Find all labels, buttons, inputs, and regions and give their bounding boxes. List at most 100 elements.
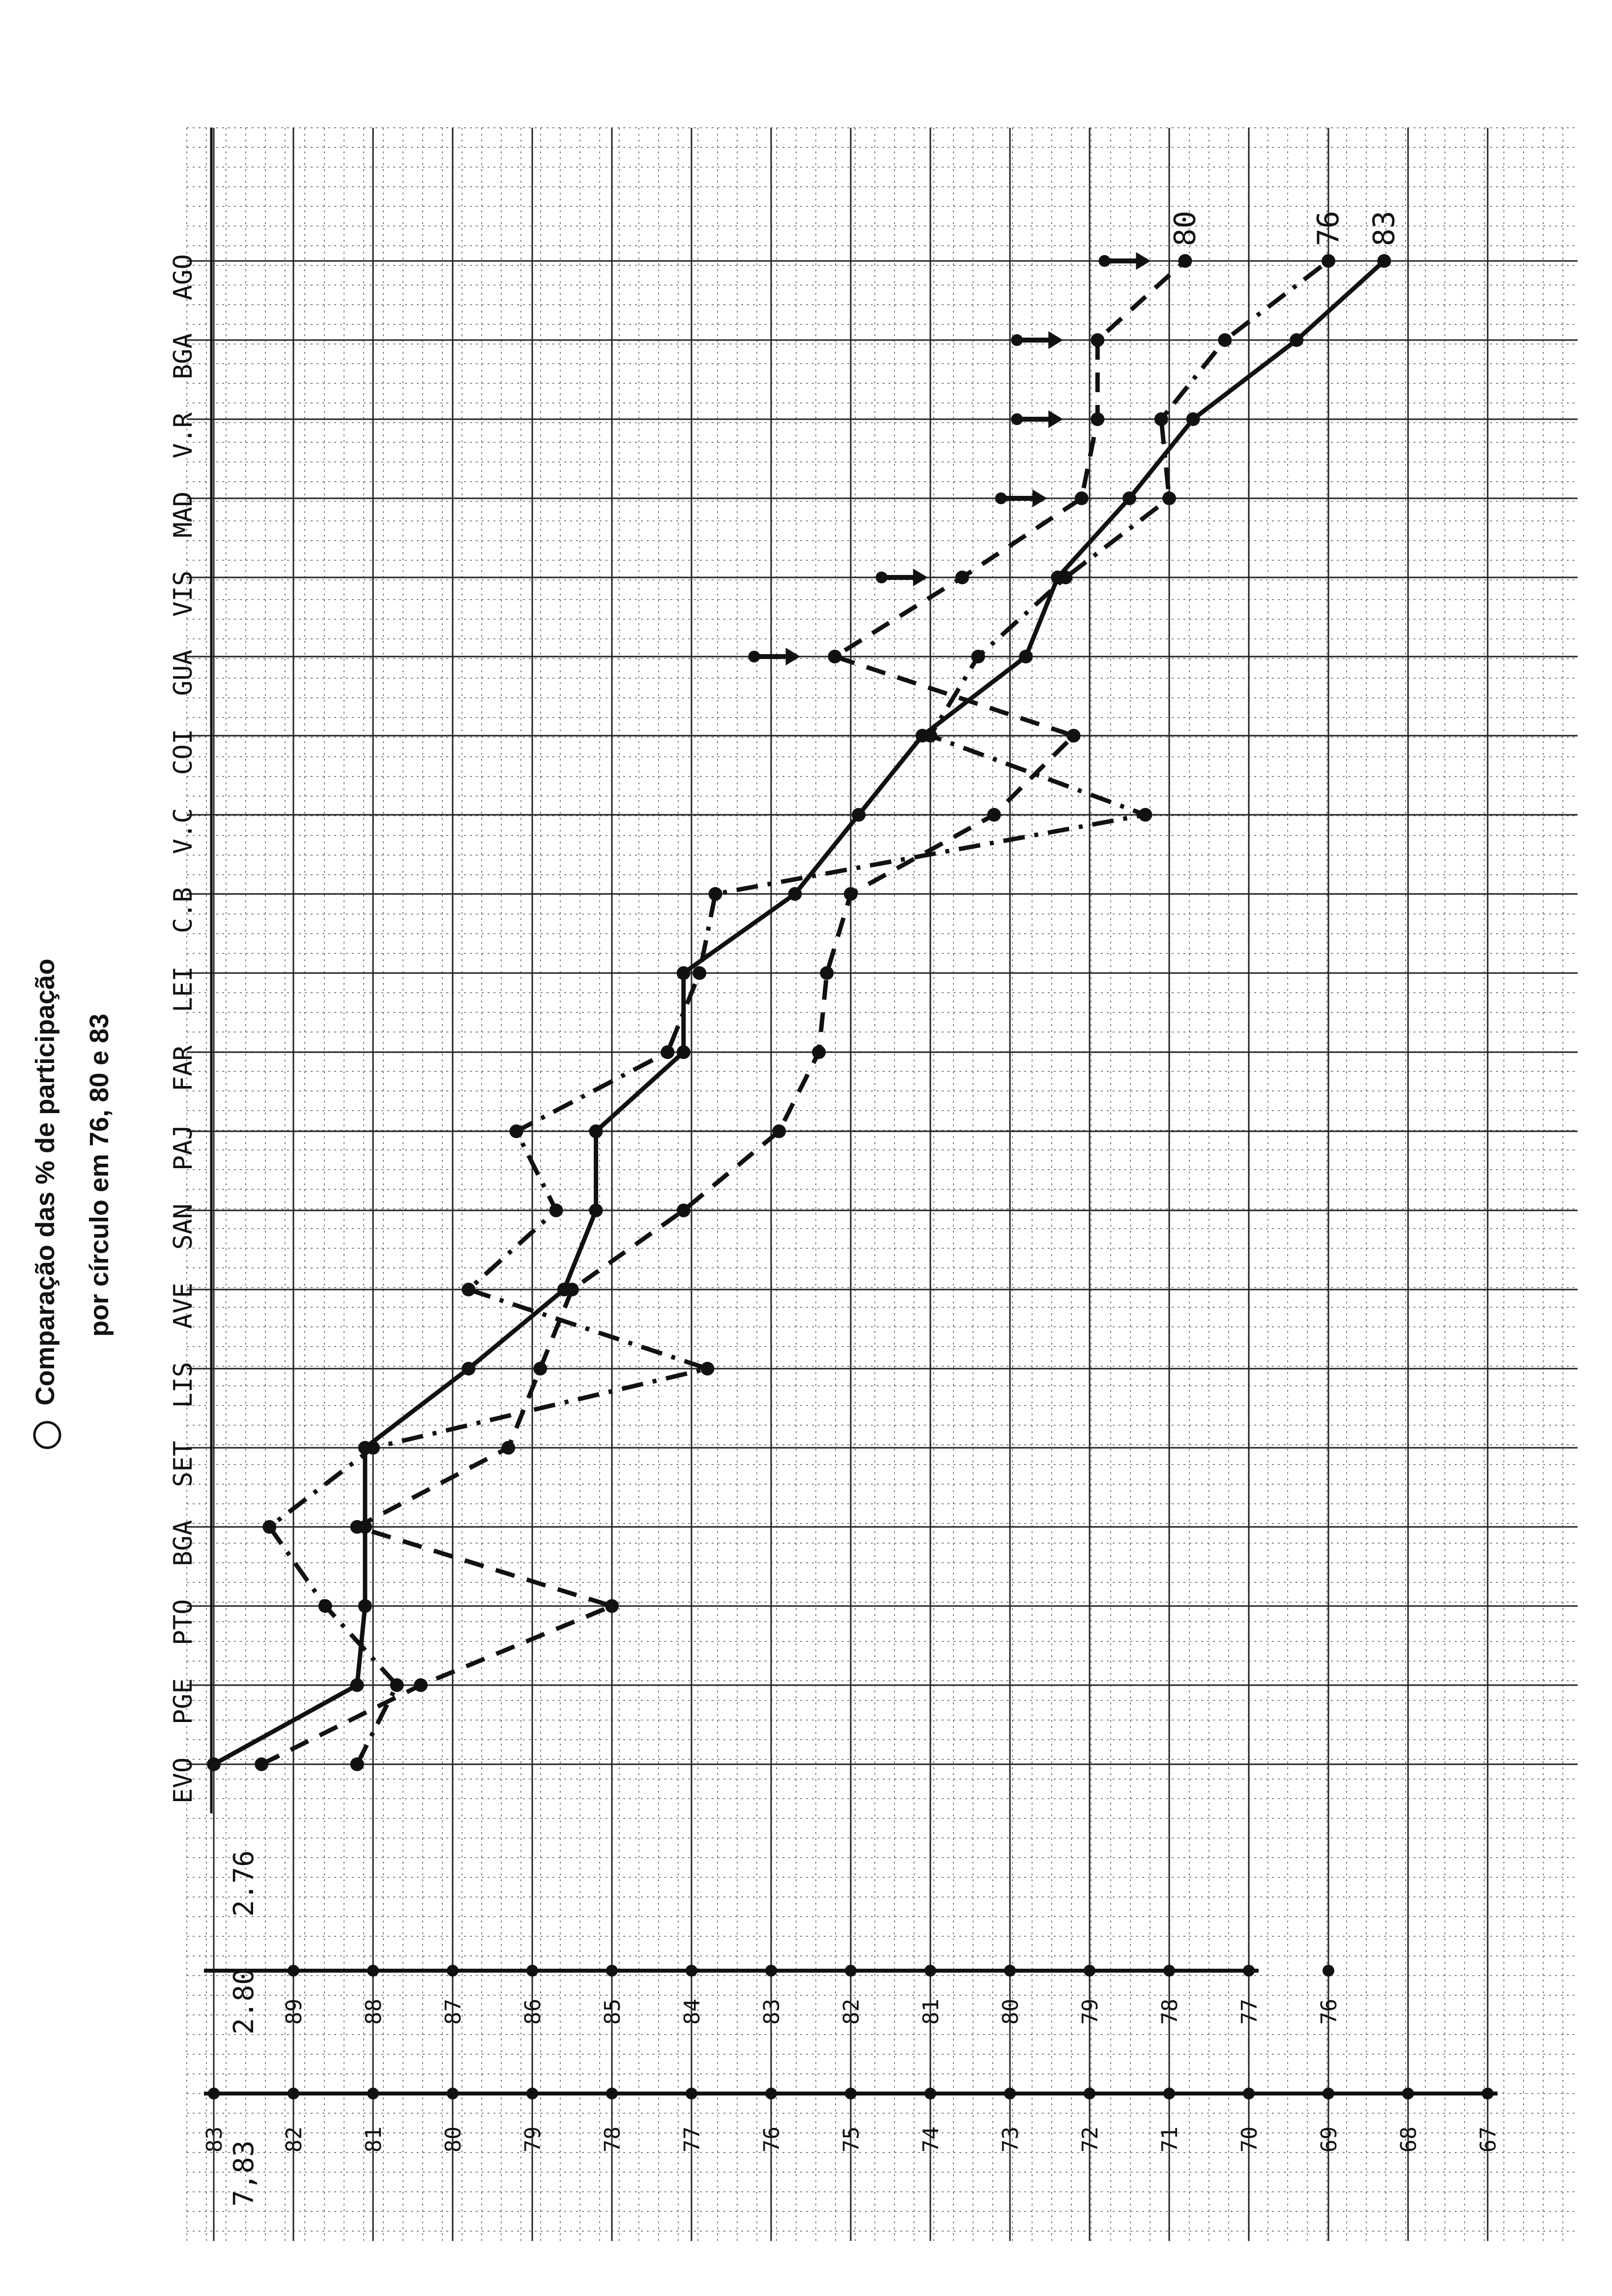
axis-tick-dot xyxy=(765,2088,777,2099)
series-point-80 xyxy=(987,808,1001,822)
axis-tick-label: 82 xyxy=(839,1999,864,2025)
series-point-76 xyxy=(708,887,722,901)
series-point-76 xyxy=(1162,491,1176,505)
series-point-76 xyxy=(1138,808,1152,822)
arrow-head-icon xyxy=(1032,489,1047,507)
series-point-80 xyxy=(255,1757,269,1771)
category-label: LIS xyxy=(169,1362,198,1408)
axis-tick-dot xyxy=(1323,1965,1334,1977)
axis-tick-dot xyxy=(1323,2088,1334,2099)
arrow-head-icon xyxy=(785,648,801,665)
series-point-80 xyxy=(828,650,842,663)
series-point-80 xyxy=(1178,254,1192,268)
category-label: AVE xyxy=(169,1283,198,1329)
axis-tick-dot xyxy=(606,1965,618,1977)
arrow-head-icon xyxy=(1136,252,1151,270)
axis-tick-label: 87 xyxy=(441,1999,466,2025)
axis-tick-label: 83 xyxy=(759,1999,784,2025)
category-labels: EVO PGE PTO BGA SET LIS AVE SAN PAJ FAR LEI C.B V.C C… xyxy=(169,128,213,1813)
axis-tick-label: 78 xyxy=(600,2126,625,2152)
series-point-80 xyxy=(772,1124,786,1138)
series-point-76 xyxy=(262,1520,277,1534)
series-point-80 xyxy=(1066,729,1081,743)
category-label: C.B xyxy=(169,887,198,933)
series-layer: 83 80 76 xyxy=(207,211,1401,1771)
axis-tick-dot xyxy=(1163,2088,1175,2099)
series-point-80 xyxy=(1074,491,1089,505)
axis-tick-dot xyxy=(288,1965,299,1977)
title-bullet-icon xyxy=(33,1421,61,1449)
category-label: SAN xyxy=(169,1204,198,1250)
series-point-80 xyxy=(955,571,969,584)
axis-tick-dot xyxy=(447,1965,459,1977)
series-point-76 xyxy=(1322,254,1335,268)
axis-tick-dot xyxy=(1084,1965,1095,1977)
category-label: PTO xyxy=(169,1599,198,1645)
series-point-80 xyxy=(565,1283,579,1296)
series-line-83 xyxy=(212,259,1386,1766)
category-label: GUA xyxy=(169,650,198,696)
series-point-80 xyxy=(812,1045,826,1059)
axis-tick-label: 73 xyxy=(998,2126,1023,2152)
arrow-tail-dot xyxy=(995,492,1007,504)
axis-tick-label: 79 xyxy=(1078,1999,1103,2025)
category-label: BGA xyxy=(169,333,198,379)
axis-tick-label: 79 xyxy=(520,2126,546,2152)
axis-tick-dot xyxy=(845,1965,857,1977)
axis-tick-dot xyxy=(367,2088,379,2099)
axis-tick-label: 88 xyxy=(361,1999,386,2025)
category-label: VIS xyxy=(169,571,198,617)
axis-tick-label: 70 xyxy=(1237,2126,1262,2152)
axis-tick-dot xyxy=(845,2088,857,2099)
axis-tick-label: 74 xyxy=(919,2126,944,2152)
series-point-76 xyxy=(923,729,937,743)
series-point-76 xyxy=(700,1362,715,1376)
series-point-83 xyxy=(358,1599,372,1613)
scale-header-83: 7,83 xyxy=(228,2140,260,2207)
axis-tick-dot xyxy=(765,1965,777,1977)
chart-title: Comparação das % de participação xyxy=(30,959,60,1406)
series-point-83 xyxy=(207,1757,221,1771)
series-point-83 xyxy=(1377,254,1391,268)
axis-tick-label: 82 xyxy=(282,2126,307,2152)
series-point-76 xyxy=(1218,333,1232,347)
series-point-76 xyxy=(509,1124,523,1138)
series-point-76 xyxy=(366,1441,380,1455)
axis-tick-dot xyxy=(1482,2088,1494,2099)
axis-tick-dot xyxy=(1084,2088,1095,2099)
axis-tick-dot xyxy=(1243,2088,1255,2099)
axis-tick-dot xyxy=(526,1965,538,1977)
axis-tick-labels: 83 82 81 80 79 78 77 76 75 74 73 72 71 70 69 68 67 89 88 87… xyxy=(202,1999,1501,2152)
axis-tick-dot xyxy=(208,2088,220,2099)
series-point-76 xyxy=(461,1283,476,1296)
axis-tick-label: 76 xyxy=(759,2126,784,2152)
axis-tick-label: 71 xyxy=(1157,2126,1182,2152)
arrow-tail-dot xyxy=(748,651,760,662)
axis-tick-label: 80 xyxy=(441,2126,466,2152)
axis-tick-dot xyxy=(1004,2088,1016,2099)
series-point-83 xyxy=(1123,491,1136,505)
axis-tick-label: 83 xyxy=(202,2126,227,2152)
axis-tick-dot xyxy=(447,2088,459,2099)
axis-tick-dot xyxy=(1243,1965,1255,1977)
series-point-83 xyxy=(461,1362,476,1376)
category-label: EVO xyxy=(169,1757,198,1804)
series-point-76 xyxy=(318,1599,332,1613)
axis-tick-label: 76 xyxy=(1317,1999,1342,2025)
series-point-80 xyxy=(414,1678,428,1692)
category-label: BGA xyxy=(169,1520,198,1566)
axis-tick-label: 78 xyxy=(1157,1999,1182,2025)
axis-tick-dot xyxy=(686,2088,697,2099)
category-label: PAJ xyxy=(169,1124,198,1171)
category-label: V.R xyxy=(169,412,198,459)
axis-tick-label: 86 xyxy=(520,1999,546,2025)
arrow-tail-dot xyxy=(1011,413,1023,425)
series-point-83 xyxy=(676,966,691,980)
axis-tick-dot xyxy=(1402,2088,1414,2099)
arrow-tail-dot xyxy=(1011,334,1023,346)
series-point-76 xyxy=(549,1204,563,1217)
series-point-83 xyxy=(350,1678,364,1692)
axis-tick-label: 85 xyxy=(600,1999,625,2025)
axis-tick-label: 67 xyxy=(1476,2126,1501,2152)
category-label: LEI xyxy=(169,966,198,1012)
